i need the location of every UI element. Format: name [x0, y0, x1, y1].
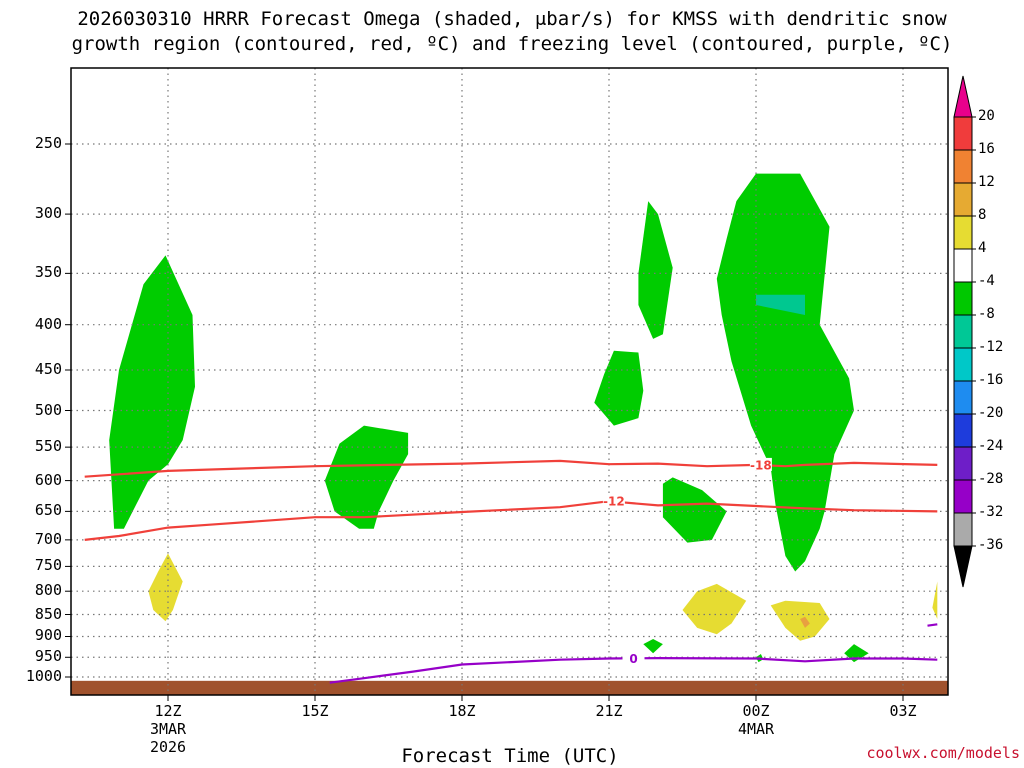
contour-red-1: [84, 500, 938, 541]
x-tick-label-18Z: 18Z: [448, 702, 476, 720]
colorbar-swatch-8: [953, 380, 973, 415]
y-tick-label-250: 250: [34, 134, 62, 152]
x-tick-label-12Z: 12Z: [154, 702, 182, 720]
contour-label-bg-1: [602, 494, 625, 508]
colorbar-bottom-arrow: [953, 545, 973, 588]
y-tick-label-300: 300: [34, 204, 62, 223]
y-tick-label-600: 600: [34, 470, 62, 489]
y-tick-label-450: 450: [34, 359, 62, 378]
axis-tick-marks: [65, 143, 904, 701]
colorbar-swatch-5: [953, 281, 973, 316]
x-tick-label-21Z: 21Z: [595, 702, 623, 720]
y-tick-label-900: 900: [34, 626, 62, 645]
colorbar-tick-label-3: 8: [978, 207, 987, 223]
colorbar-tick-label-6: -8: [978, 306, 995, 322]
colorbar-tick-label-2: 12: [978, 174, 995, 190]
ground-surface: [71, 680, 948, 695]
y-tick-label-950: 950: [34, 647, 62, 666]
omega-region-green-12: [643, 639, 663, 654]
omega-region-yellow-9: [770, 600, 830, 641]
x-tick-label-15Z: 15Z: [301, 702, 329, 720]
omega-region-green-14: [844, 644, 869, 663]
y-tick-label-800: 800: [34, 581, 62, 600]
omega-region-green-2: [594, 350, 644, 426]
colorbar-tick-label-4: 4: [978, 240, 987, 256]
y-tick-label-650: 650: [34, 501, 62, 520]
x-tick-sublabel-12Z-0: 3MAR: [149, 720, 187, 738]
y-tick-label-750: 750: [34, 556, 62, 575]
colorbar-tick-label-11: -28: [978, 471, 1004, 487]
colorbar-swatch-12: [953, 512, 973, 547]
colorbar-swatch-6: [953, 314, 973, 349]
colorbar: [953, 75, 976, 588]
colorbar-tick-label-7: -12: [978, 339, 1004, 355]
contour-lines: -18 -12 0: [84, 457, 938, 684]
colorbar-swatch-11: [953, 479, 973, 514]
y-tick-label-700: 700: [34, 529, 62, 548]
credit-link[interactable]: coolwx.com/models: [866, 744, 1020, 762]
colorbar-swatch-1: [953, 149, 973, 184]
colorbar-tick-label-13: -36: [978, 537, 1004, 553]
colorbar-swatch-4: [953, 248, 973, 283]
omega-region-yellow-11: [932, 581, 938, 619]
x-tick-label-03Z: 03Z: [889, 702, 917, 720]
colorbar-tick-label-10: -24: [978, 438, 1004, 454]
colorbar-swatch-10: [953, 446, 973, 481]
chart-title-line-2: growth region (contoured, red, ºC) and f…: [71, 33, 953, 55]
colorbar-tick-label-0: 20: [978, 108, 995, 124]
colorbar-swatch-2: [953, 182, 973, 217]
colorbar-swatch-0: [953, 116, 973, 151]
ground-fill: [71, 680, 948, 695]
contour-label-bg-2: [622, 651, 645, 665]
colorbar-swatch-9: [953, 413, 973, 448]
chart-title-line-1: 2026030310 HRRR Forecast Omega (shaded, …: [77, 8, 947, 30]
x-tick-sublabel-12Z-1: 2026: [149, 738, 187, 756]
contour-label-0: -18: [750, 458, 772, 472]
omega-region-green-3: [638, 201, 673, 339]
colorbar-swatch-7: [953, 347, 973, 382]
colorbar-swatch-3: [953, 215, 973, 250]
colorbar-tick-label-9: -20: [978, 405, 1004, 421]
grid-lines: [71, 68, 948, 695]
y-tick-label-350: 350: [34, 263, 62, 282]
omega-shading: [109, 173, 938, 663]
colorbar-tick-label-5: -4: [978, 273, 995, 289]
colorbar-tick-label-8: -16: [978, 372, 1004, 388]
plot-frame: [70, 67, 949, 696]
contour-label-2: 0: [629, 652, 637, 666]
contour-label-1: -12: [603, 495, 625, 509]
y-tick-label-850: 850: [34, 604, 62, 623]
omega-region-yellow-7: [148, 553, 183, 622]
x-axis-label: Forecast Time (UTC): [401, 745, 619, 767]
x-tick-sublabel-00Z-0: 4MAR: [737, 720, 775, 738]
y-tick-label-550: 550: [34, 437, 62, 456]
y-tick-label-500: 500: [34, 400, 62, 419]
contour-purple-3: [927, 623, 938, 627]
omega-region-green-0: [109, 255, 195, 529]
plot-area: -18 -12 0: [65, 67, 949, 701]
colorbar-tick-label-12: -32: [978, 504, 1004, 520]
colorbar-tick-label-1: 16: [978, 141, 995, 157]
contour-label-bg-0: [749, 457, 772, 471]
omega-region-green-4: [662, 477, 727, 543]
contour-purple-2: [329, 656, 938, 684]
colorbar-top-arrow: [953, 75, 973, 118]
x-tick-label-00Z: 00Z: [742, 702, 770, 720]
contour-red-0: [84, 459, 938, 478]
omega-region-green-1: [324, 425, 409, 529]
omega-region-yellow-8: [682, 583, 747, 635]
omega-region-orange-10: [800, 616, 810, 628]
y-tick-label-400: 400: [34, 314, 62, 333]
y-tick-label-1000: 1000: [25, 667, 62, 685]
omega-region-teal-6: [756, 294, 805, 315]
